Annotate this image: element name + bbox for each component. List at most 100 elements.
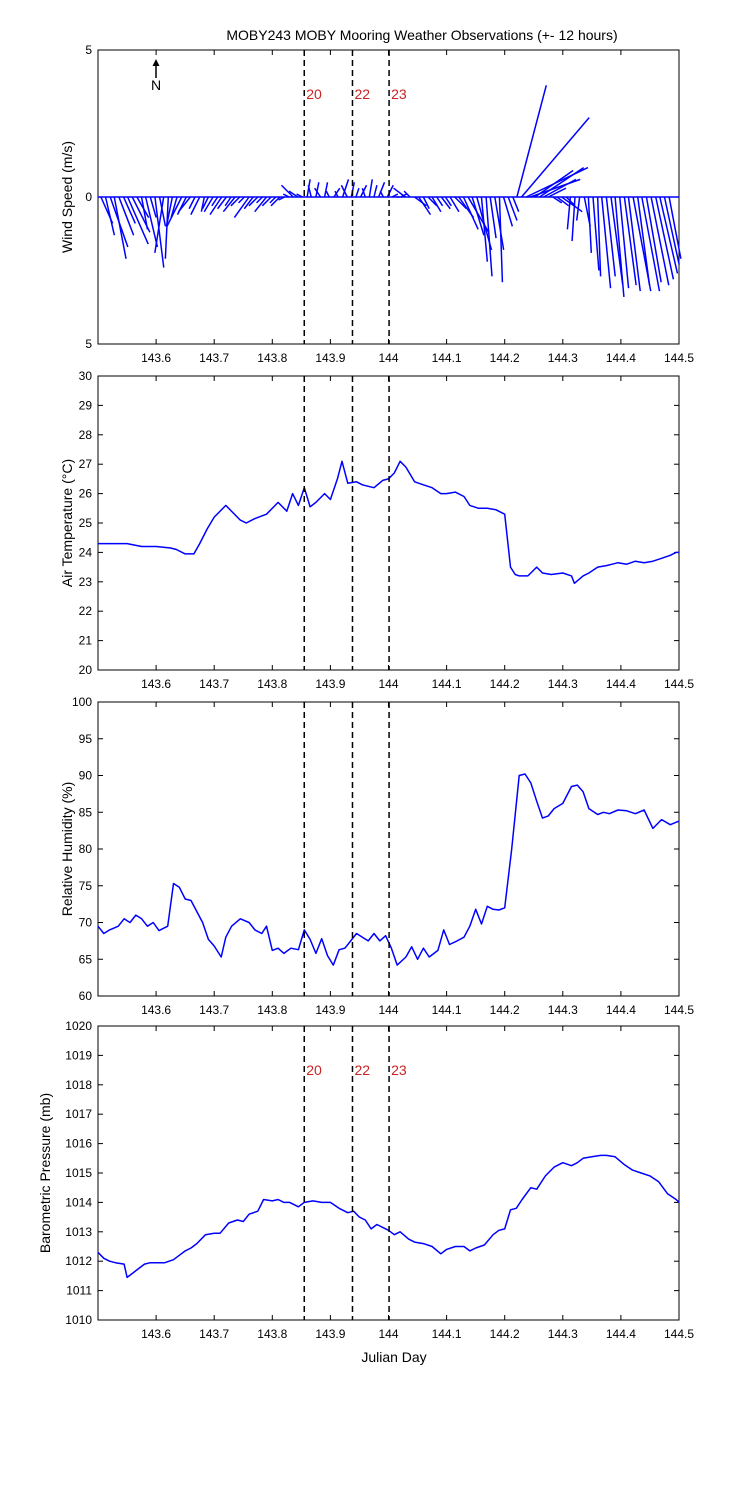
wind-stick: [650, 196, 670, 286]
wind-x-tick-label: 144.3: [548, 351, 578, 365]
humidity-y-tick-label: 90: [79, 769, 93, 783]
wind-stick: [571, 196, 576, 242]
wind-event-marker-label: 23: [391, 86, 407, 102]
wind-stick: [498, 196, 504, 283]
humidity-x-tick-label: 143.8: [257, 1003, 287, 1017]
temp-x-tick-label: 143.6: [141, 677, 171, 691]
wind-stick: [539, 166, 585, 198]
wind-stick: [170, 196, 178, 218]
wind-stick: [645, 196, 662, 283]
wind-stick: [391, 193, 399, 198]
wind-stick: [254, 196, 268, 213]
wind-stick: [431, 196, 442, 213]
wind-stick: [248, 196, 259, 207]
wind-stick: [140, 196, 149, 230]
wind-stick: [190, 196, 201, 215]
pressure-x-tick-label: 144.5: [664, 1327, 694, 1341]
humidity-x-tick-label: 143.6: [141, 1003, 171, 1017]
pressure-y-axis-label: Barometric Pressure (mb): [37, 1093, 53, 1253]
wind-stick: [663, 196, 680, 265]
wind-stick: [282, 193, 290, 198]
wind-stick: [154, 196, 165, 268]
wind-stick: [270, 196, 281, 207]
wind-stick: [454, 196, 468, 210]
wind-stick: [188, 196, 196, 210]
pressure-y-tick-label: 1017: [65, 1107, 92, 1121]
wind-stick: [471, 196, 485, 236]
temp-y-tick-label: 29: [79, 398, 93, 412]
north-arrow: N: [151, 59, 161, 93]
pressure-x-tick-label: 144.2: [490, 1327, 520, 1341]
humidity-y-tick-label: 85: [79, 805, 93, 819]
wind-stick: [440, 196, 451, 210]
wind-stick: [238, 196, 245, 204]
pressure-x-tick-label: 144.1: [432, 1327, 462, 1341]
wind-stick: [502, 196, 514, 227]
wind-stick: [176, 196, 187, 215]
pressure-x-tick-label: 144.4: [606, 1327, 636, 1341]
humidity-series-line: [97, 773, 680, 966]
figure-title: MOBY243 MOBY Mooring Weather Observation…: [226, 27, 617, 43]
temp-y-tick-label: 23: [79, 575, 93, 589]
wind-stick: [444, 196, 452, 207]
wind-stick: [154, 196, 165, 253]
pressure-x-tick-label: 143.9: [315, 1327, 345, 1341]
humidity-x-tick-label: 144.5: [664, 1003, 694, 1017]
wind-stick: [201, 196, 210, 210]
wind-stick: [315, 182, 320, 198]
wind-stick: [627, 196, 641, 292]
wind-stick: [261, 196, 272, 207]
wind-stick: [637, 196, 651, 286]
wind-stick: [373, 185, 378, 198]
wind-x-tick-label: 143.8: [257, 351, 287, 365]
wind-stick: [233, 196, 250, 219]
wind-x-tick-label: 144.4: [606, 351, 636, 365]
humidity-y-tick-label: 80: [79, 842, 93, 856]
wind-x-tick-label: 143.7: [199, 351, 229, 365]
wind-stick: [507, 196, 518, 221]
wind-stick: [618, 196, 630, 289]
pressure-x-tick-label: 144.3: [548, 1327, 578, 1341]
wind-stick: [418, 196, 432, 216]
wind-stick: [377, 182, 386, 198]
wind-stick: [422, 196, 430, 210]
wind-stick: [164, 196, 170, 259]
humidity-x-tick-label: 144.2: [490, 1003, 520, 1017]
wind-stick: [489, 196, 497, 239]
relative-humidity-panel: 143.6 143.7 143.8 143.9 144 144.1 144.2 144.3 14…: [59, 695, 694, 1017]
wind-stick: [256, 196, 263, 204]
wind-y-axis-label: Wind Speed (m/s): [59, 141, 75, 253]
x-axis-label: Julian Day: [361, 1349, 426, 1365]
pressure-x-tick-label: 144: [378, 1327, 398, 1341]
temp-y-tick-label: 30: [79, 369, 93, 383]
wind-x-tick-label: 143.9: [315, 351, 345, 365]
humidity-y-axis-label: Relative Humidity (%): [59, 782, 75, 917]
wind-stick: [200, 196, 206, 212]
temp-y-tick-label: 26: [79, 487, 93, 501]
pressure-y-tick-label: 1019: [65, 1048, 92, 1062]
pressure-y-tick-label: 1018: [65, 1078, 92, 1092]
wind-stick: [494, 196, 505, 251]
wind-stick: [118, 196, 135, 236]
wind-stick: [361, 187, 366, 198]
humidity-x-tick-label: 143.7: [199, 1003, 229, 1017]
wind-x-tick-label: 144.5: [664, 351, 694, 365]
temp-y-tick-label: 28: [79, 428, 93, 442]
pressure-y-tick-label: 1015: [65, 1166, 92, 1180]
wind-stick: [211, 196, 219, 207]
pressure-y-tick-label: 1016: [65, 1137, 92, 1151]
wind-stick: [575, 196, 581, 221]
wind-stick: [222, 196, 236, 213]
wind-stick: [334, 190, 339, 198]
wind-stick: [655, 196, 675, 280]
wind-stick: [178, 196, 191, 213]
wind-stick: [462, 196, 479, 230]
wind-stick: [203, 196, 214, 213]
wind-x-tick-label: 143.6: [141, 351, 171, 365]
humidity-y-tick-label: 75: [79, 879, 93, 893]
temp-series-line: [98, 460, 679, 585]
wind-stick: [547, 187, 567, 198]
wind-x-tick-label: 144.2: [490, 351, 520, 365]
wind-stick: [341, 179, 350, 198]
